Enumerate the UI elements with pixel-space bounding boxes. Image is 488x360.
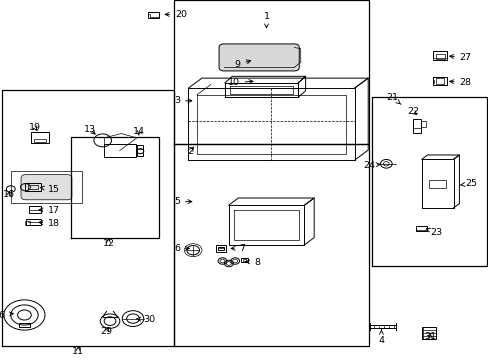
Bar <box>19 323 30 327</box>
Text: 8: 8 <box>245 258 260 267</box>
Text: 30: 30 <box>137 315 155 324</box>
Text: 18: 18 <box>39 219 60 228</box>
Bar <box>29 206 41 213</box>
Bar <box>428 180 446 188</box>
Text: 9: 9 <box>234 60 250 69</box>
FancyBboxPatch shape <box>21 175 72 200</box>
Text: 21: 21 <box>386 93 400 104</box>
Bar <box>148 12 159 18</box>
Bar <box>137 145 143 156</box>
Bar <box>415 226 426 231</box>
Bar <box>240 258 248 262</box>
Text: 19: 19 <box>29 123 41 132</box>
Bar <box>31 132 49 143</box>
Bar <box>412 119 420 133</box>
Text: 16: 16 <box>3 190 15 199</box>
Text: 31: 31 <box>424 332 435 341</box>
Text: 29: 29 <box>101 327 112 336</box>
Bar <box>435 78 443 84</box>
Bar <box>25 183 41 191</box>
Text: 27: 27 <box>449 53 471 62</box>
Bar <box>435 54 444 59</box>
Text: 7: 7 <box>231 244 245 253</box>
Text: 13: 13 <box>84 125 96 134</box>
Text: 6: 6 <box>174 244 189 253</box>
Bar <box>26 219 41 225</box>
Bar <box>103 144 135 157</box>
Text: 17: 17 <box>39 206 60 215</box>
Bar <box>420 121 425 127</box>
Text: 4: 4 <box>378 330 384 345</box>
Text: 1: 1 <box>263 12 269 28</box>
Text: 25: 25 <box>459 179 477 188</box>
Text: 12: 12 <box>102 238 114 248</box>
Text: 22: 22 <box>407 107 418 116</box>
Text: 10: 10 <box>227 78 252 87</box>
Text: 15: 15 <box>41 184 60 194</box>
Bar <box>34 139 46 142</box>
Bar <box>422 327 435 339</box>
Text: 3: 3 <box>173 96 191 105</box>
Text: 5: 5 <box>174 197 191 206</box>
FancyBboxPatch shape <box>219 44 299 71</box>
Bar <box>25 221 30 225</box>
Text: 14: 14 <box>133 127 145 136</box>
Text: 11: 11 <box>72 346 84 356</box>
Bar <box>432 51 447 60</box>
Bar <box>432 77 446 85</box>
Text: 23: 23 <box>426 228 442 237</box>
Bar <box>28 185 38 189</box>
Bar <box>218 247 224 250</box>
Bar <box>215 245 226 252</box>
Text: 20: 20 <box>165 10 187 19</box>
Text: 24: 24 <box>363 161 380 170</box>
Text: 26: 26 <box>0 310 13 320</box>
Text: 28: 28 <box>449 78 471 87</box>
Bar <box>11 171 81 203</box>
Text: 2: 2 <box>187 147 193 156</box>
Bar <box>242 259 246 261</box>
